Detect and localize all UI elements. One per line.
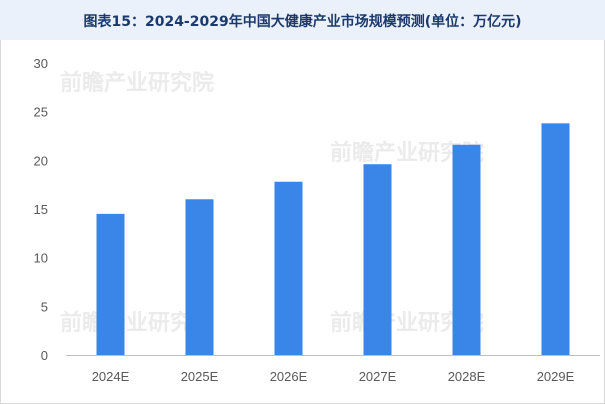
y-tick-label: 25: [34, 105, 48, 120]
x-axis-ticks: 2024E 2025E 2026E 2027E 2028E 2029E: [92, 369, 575, 384]
x-tick-label: 2026E: [270, 369, 308, 384]
y-tick-label: 15: [34, 202, 48, 217]
y-tick-label: 30: [34, 56, 48, 71]
y-tick-label: 20: [34, 153, 48, 168]
y-axis-ticks: 0 5 10 15 20 25 30: [34, 56, 48, 363]
x-tick-label: 2025E: [181, 369, 219, 384]
bar: [452, 144, 481, 355]
bar: [185, 199, 214, 355]
bar-series: [96, 123, 570, 355]
bar: [274, 181, 303, 355]
title-bar: 图表15：2024-2029年中国大健康产业市场规模预测(单位：万亿元): [0, 0, 605, 40]
x-tick-label: 2027E: [359, 369, 397, 384]
chart-title: 图表15：2024-2029年中国大健康产业市场规模预测(单位：万亿元): [83, 14, 522, 30]
x-tick-label: 2028E: [448, 369, 486, 384]
bar: [541, 123, 570, 355]
y-tick-label: 5: [41, 299, 48, 314]
y-tick-label: 0: [41, 348, 48, 363]
y-tick-label: 10: [34, 251, 48, 266]
bar: [96, 213, 125, 355]
x-tick-label: 2029E: [537, 369, 575, 384]
bar: [363, 164, 392, 355]
watermark-text: 前瞻产业研究院: [60, 70, 214, 96]
x-tick-label: 2024E: [92, 369, 130, 384]
